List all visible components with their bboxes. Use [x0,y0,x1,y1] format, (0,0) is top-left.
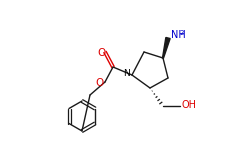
Text: N: N [123,69,129,78]
Text: OH: OH [182,100,197,110]
Polygon shape [163,38,170,58]
Text: 2: 2 [180,30,184,36]
Text: O: O [97,48,105,58]
Text: NH: NH [171,30,186,40]
Text: O: O [96,78,104,88]
